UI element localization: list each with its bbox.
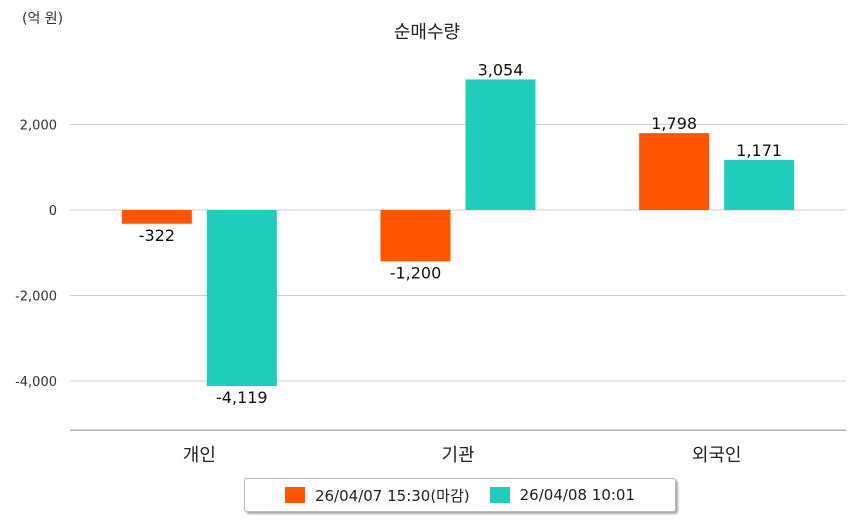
bar-개인-series-2: [206, 210, 277, 387]
x-tick-label: 외국인: [692, 445, 742, 466]
legend-label-series-2: 26/04/08 10:01: [519, 486, 636, 504]
legend: 26/04/07 15:30(마감) 26/04/08 10:01: [244, 478, 676, 512]
legend-swatch-series-2: [489, 487, 510, 503]
bar-기관-series-2: [465, 79, 536, 210]
bar-외국인-series-2: [724, 159, 795, 210]
bar-외국인-series-1: [639, 133, 710, 210]
x-tick-label: 기관: [441, 445, 474, 466]
legend-swatch-series-1: [284, 487, 305, 503]
x-tick-label: 개인: [183, 445, 216, 466]
y-tick-label: -2,000: [15, 290, 57, 305]
legend-label-series-1: 26/04/07 15:30(마감): [314, 486, 470, 505]
legend-item-series-1[interactable]: 26/04/07 15:30(마감): [284, 485, 470, 506]
data-label: 3,054: [478, 60, 524, 79]
bar-개인-series-1: [121, 210, 192, 224]
data-label: 1,171: [736, 141, 782, 160]
y-tick-label: -4,000: [15, 375, 57, 390]
chart-title: 순매수량: [393, 22, 461, 43]
legend-item-series-2[interactable]: 26/04/08 10:01: [489, 486, 636, 504]
bar-기관-series-1: [380, 210, 451, 262]
y-tick-label: 0: [49, 204, 57, 219]
data-label: -4,119: [216, 388, 268, 407]
data-label: -1,200: [390, 263, 442, 282]
y-tick-label: 2,000: [20, 119, 57, 134]
data-label: 1,798: [651, 114, 697, 133]
data-label: -322: [139, 226, 175, 245]
unit-label: (억 원): [22, 11, 64, 27]
